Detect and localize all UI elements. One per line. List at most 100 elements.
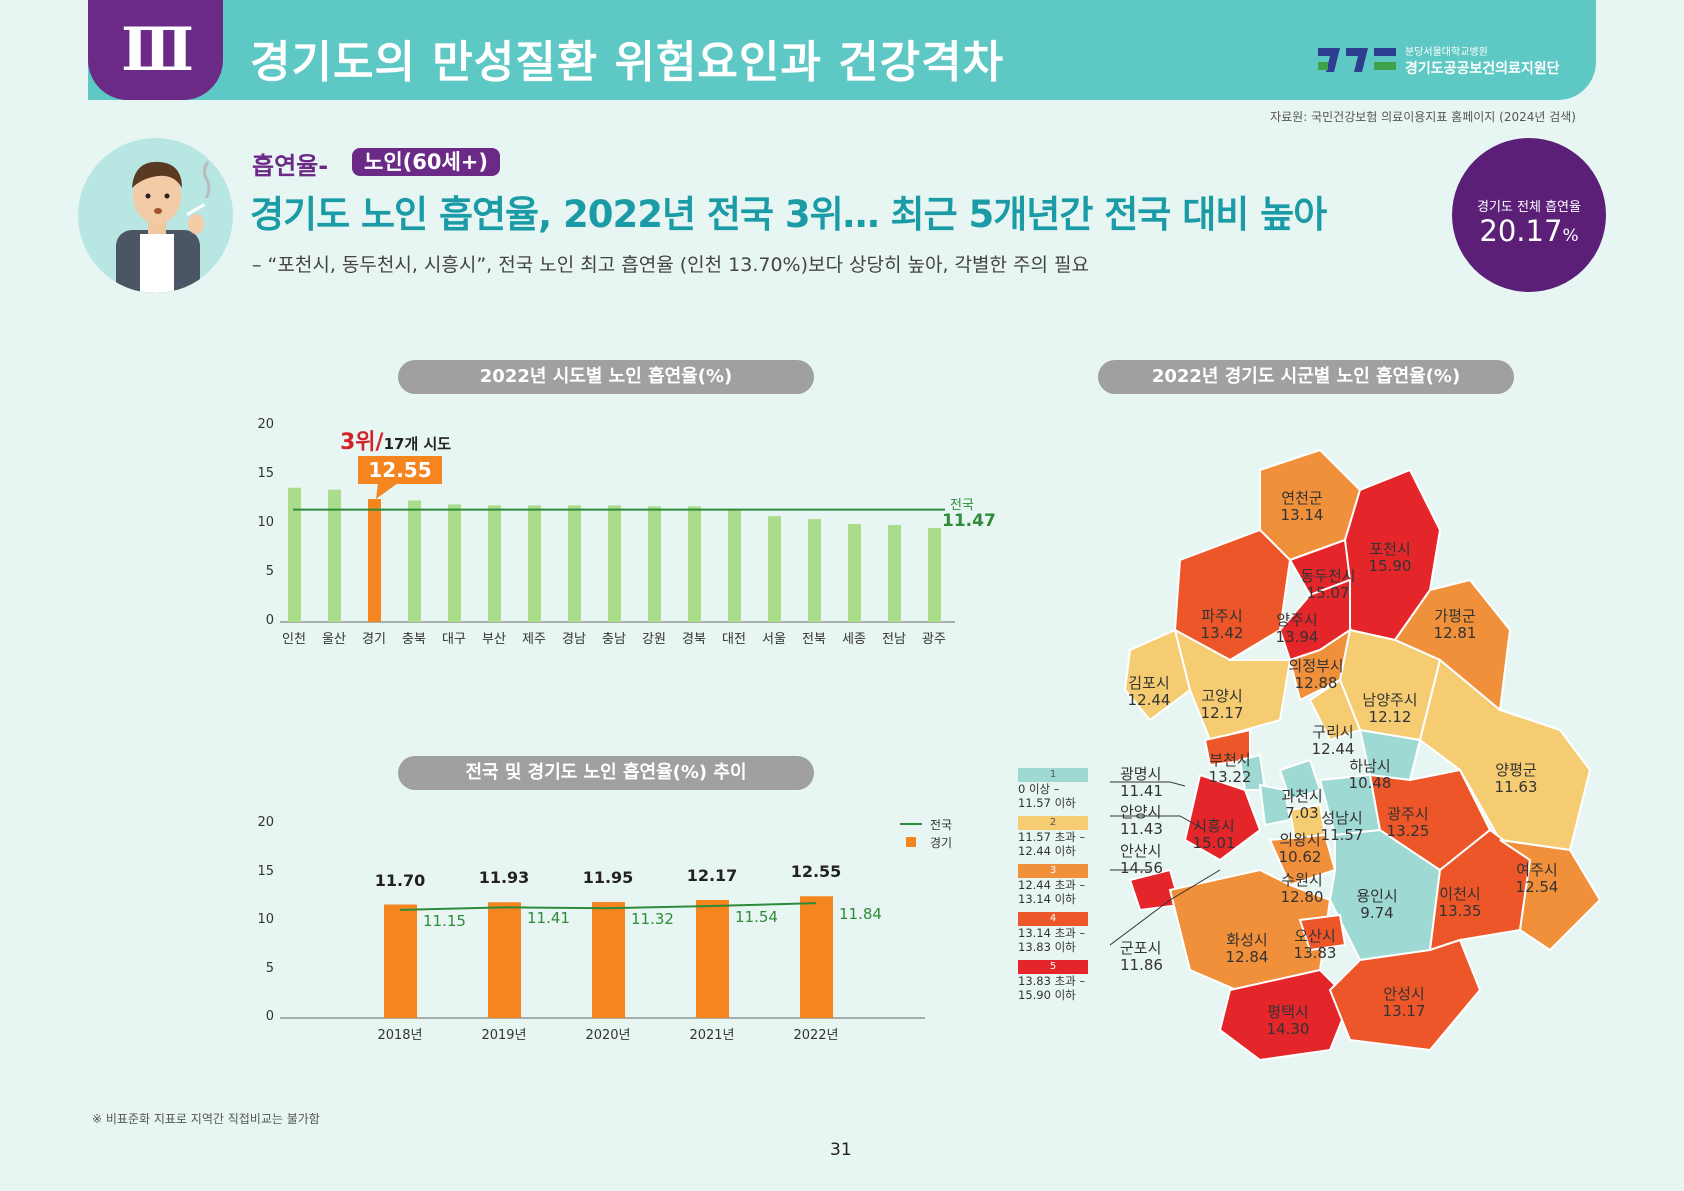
chart1-category-label: 울산: [322, 632, 346, 647]
chart1-category-label: 충남: [602, 632, 626, 647]
page-number: 31: [830, 1140, 852, 1160]
map-label-구리시: 구리시 12.44: [1311, 723, 1355, 758]
chart2-category-label: 2022년: [793, 1028, 839, 1043]
chart2-ytick: 15: [257, 863, 274, 879]
org-logo-icon: [1318, 48, 1396, 72]
map-region-goyang: [1173, 628, 1292, 742]
chart1-bar-충북: [408, 500, 421, 622]
map-region-gimpo: [1123, 628, 1192, 722]
chart2-ytick: 10: [257, 912, 274, 927]
map-label-화성시: 화성시 12.84: [1225, 931, 1269, 966]
map-label-이천시: 이천시 13.35: [1438, 885, 1482, 920]
legend-gyeonggi: 경기: [930, 835, 953, 850]
chart1-bar-광주: [928, 527, 941, 622]
chart2-bar-2020년: [592, 902, 625, 1018]
chart1-category-label: 세종: [842, 632, 866, 647]
map-label-김포시: 김포시 12.44: [1127, 674, 1171, 709]
page-title: 경기도의 만성질환 위험요인과 건강격차: [250, 37, 1005, 88]
chart2-bar-2022년: [800, 896, 833, 1018]
chart2-ytick: 20: [257, 815, 274, 830]
map-label-과천시: 과천시 7.03: [1281, 787, 1323, 822]
chart1-category-label: 대전: [722, 632, 746, 647]
headline: 경기도 노인 흡연율, 2022년 전국 3위… 최근 5개년간 전국 대비 높…: [250, 193, 1327, 236]
chart2-gyeonggi-value: 12.55: [790, 862, 842, 882]
chart1-bar-경북: [688, 506, 701, 622]
map-label-시흥시: 시흥시 15.01: [1192, 817, 1236, 852]
section-number-badge: Ⅲ: [88, 0, 223, 100]
chart1-bar-경기: [368, 499, 381, 622]
chart2-legend: 전국 경기: [900, 815, 952, 851]
map-label-의왕시: 의왕시 10.62: [1278, 831, 1322, 866]
map-label-고양시: 고양시 12.17: [1200, 687, 1244, 722]
map-region-siheung: [1183, 773, 1262, 862]
chart1-title: 2022년 시도별 노인 흡연율(%): [398, 360, 814, 394]
map-legend-item-2: 2 11.57 초과 – 12.44 이하: [1018, 816, 1088, 858]
chart1-category-label: 강원: [642, 632, 666, 647]
chart2-category-label: 2018년: [377, 1028, 423, 1043]
map-label-안성시: 안성시 13.17: [1382, 985, 1426, 1020]
map-region-pyeongtaek: [1218, 968, 1352, 1062]
chart1-ytick: 10: [257, 515, 274, 530]
chart1-bar-울산: [328, 489, 341, 622]
smoker-illustration: [78, 138, 233, 293]
age-group-badge: 노인(60세+): [352, 148, 500, 176]
map-label-동두천시: 동두천시 15.07: [1300, 567, 1356, 602]
map-region-gwacheon: [1278, 758, 1322, 802]
chart1-bar-제주: [528, 505, 541, 622]
rank-label: 3위/17개 시도: [340, 430, 452, 455]
chart2-national-value: 11.41: [527, 909, 570, 928]
map-region-yeoju: [1499, 839, 1602, 952]
chart1-bar-세종: [848, 524, 861, 622]
chart1-category-label: 제주: [522, 632, 546, 647]
footnote: ※ 비표준화 지표로 지역간 직접비교는 불가함: [92, 1112, 320, 1126]
map-label-평택시: 평택시 14.30: [1266, 1003, 1310, 1038]
map-label-남양주시: 남양주시 12.12: [1362, 691, 1418, 726]
chart1-bar-부산: [488, 505, 501, 622]
header-bar: [88, 0, 1596, 100]
chart1-bar-전북: [808, 519, 821, 622]
kpi-circle: 경기도 전체 흡연율 20.17%: [1452, 138, 1606, 292]
chart1-category-label: 전북: [802, 632, 826, 647]
chart2-gyeonggi-value: 11.70: [374, 870, 426, 890]
chart1-ytick: 20: [257, 417, 274, 432]
chart2-gyeonggi-value: 11.93: [478, 868, 530, 888]
chart1-bar-대전: [728, 510, 741, 622]
kpi-value: 20.17%: [1479, 214, 1579, 248]
chart2-ytick: 0: [265, 1009, 274, 1024]
map-label-용인시: 용인시 9.74: [1356, 887, 1398, 922]
chart1-category-label: 경남: [562, 632, 586, 647]
chart2-national-line: [399, 902, 817, 911]
map-label-양평군: 양평군 11.63: [1494, 761, 1538, 796]
map-label-오산시: 오산시 13.83: [1293, 927, 1337, 962]
map-region-anseong: [1328, 938, 1482, 1052]
data-source: 자료원: 국민건강보험 의료이용지표 홈페이지 (2024년 검색): [1270, 110, 1576, 124]
chart2-title: 전국 및 경기도 노인 흡연율(%) 추이: [398, 756, 814, 790]
map-region-anyang: [1258, 783, 1292, 827]
map-label-연천군: 연천군 13.14: [1280, 489, 1324, 524]
map-label-여주시: 여주시 12.54: [1515, 861, 1559, 896]
chart3-title: 2022년 경기도 시군별 노인 흡연율(%): [1098, 360, 1514, 394]
map-legend-item-4: 4 13.14 초과 – 13.83 이하: [1018, 912, 1088, 954]
kpi-label: 경기도 전체 흡연율: [1477, 200, 1581, 215]
chart1-bar-전남: [888, 524, 901, 622]
chart1-category-label: 대구: [442, 632, 466, 647]
chart2-gyeonggi-value: 11.95: [582, 868, 634, 888]
chart2-national-value: 11.54: [735, 908, 778, 927]
gyeonggi-callout: 12.55: [358, 456, 442, 484]
map-label-수원시: 수원시 12.80: [1280, 871, 1324, 906]
map-label-파주시: 파주시 13.42: [1200, 607, 1244, 642]
map-label-안산시: 안산시 14.56: [1120, 842, 1163, 877]
map-label-의정부시: 의정부시 12.88: [1288, 657, 1344, 692]
chart2-national-value: 11.15: [423, 911, 466, 930]
chart1-category-label: 경북: [682, 632, 706, 647]
chart2-national-value: 11.84: [839, 905, 882, 924]
chart1-bar-강원: [648, 506, 661, 622]
map-label-광명시: 광명시 11.41: [1120, 765, 1163, 800]
chart2-gyeonggi-value: 12.17: [686, 865, 738, 885]
chart1-bar-충남: [608, 505, 621, 622]
legend-national: 전국: [930, 817, 953, 832]
national-line-value: 11.47: [942, 511, 996, 531]
